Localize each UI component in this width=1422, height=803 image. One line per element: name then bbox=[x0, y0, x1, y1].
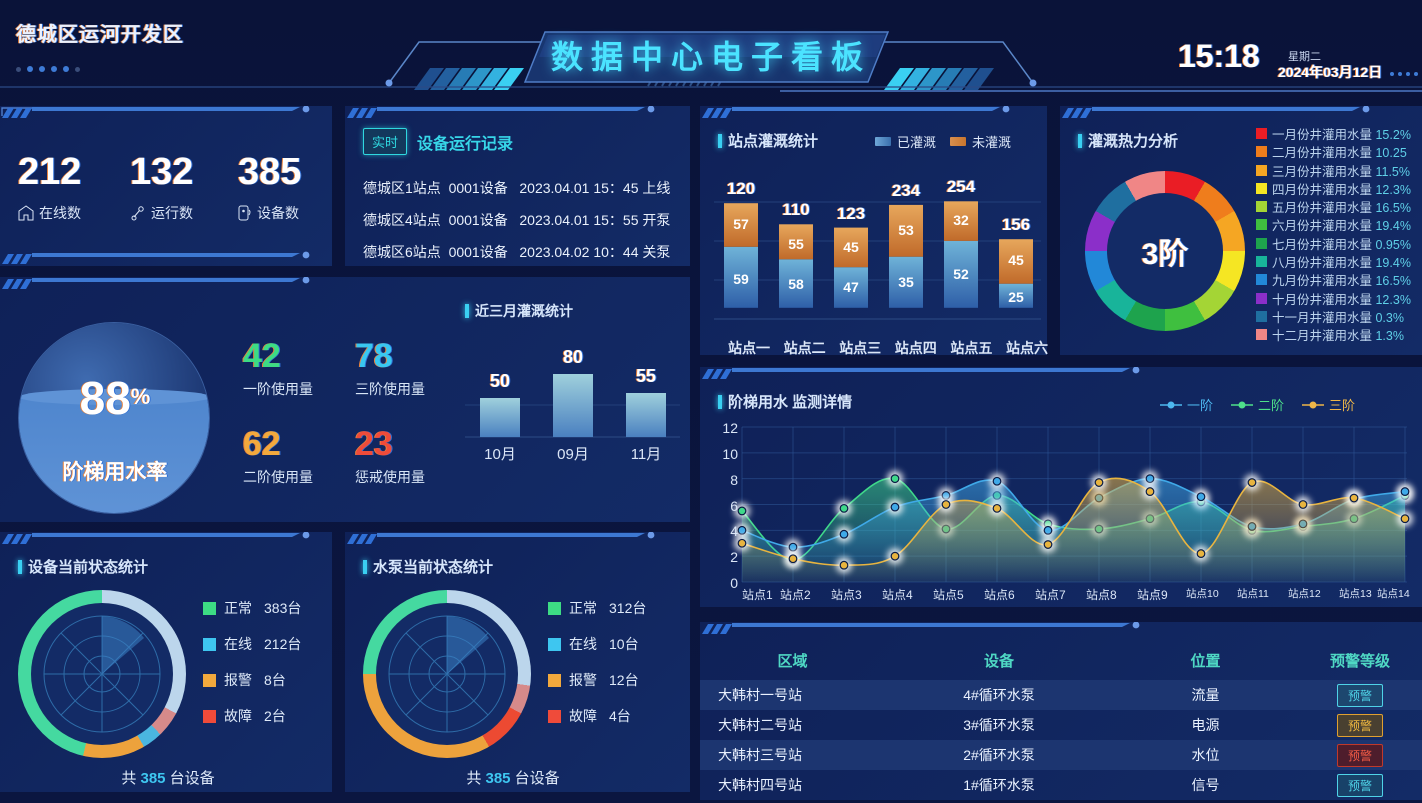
svg-text:09月: 09月 bbox=[557, 446, 589, 463]
svg-text:123: 123 bbox=[837, 204, 865, 223]
svg-text:55: 55 bbox=[788, 236, 804, 252]
svg-text:45: 45 bbox=[1008, 252, 1024, 268]
svg-text:35: 35 bbox=[898, 274, 914, 290]
svg-text:59: 59 bbox=[733, 271, 749, 287]
svg-text:55: 55 bbox=[636, 366, 656, 386]
svg-text:80: 80 bbox=[563, 347, 583, 367]
svg-text:11月: 11月 bbox=[631, 446, 662, 463]
svg-text:156: 156 bbox=[1002, 215, 1030, 234]
svg-text:25: 25 bbox=[1008, 289, 1024, 305]
svg-text:10月: 10月 bbox=[484, 446, 516, 463]
svg-text:234: 234 bbox=[892, 181, 921, 200]
svg-text:52: 52 bbox=[953, 266, 969, 282]
svg-text:58: 58 bbox=[788, 276, 804, 292]
svg-text:47: 47 bbox=[843, 279, 859, 295]
svg-text:32: 32 bbox=[953, 212, 969, 228]
svg-text:50: 50 bbox=[490, 371, 510, 391]
svg-text:57: 57 bbox=[733, 216, 749, 232]
svg-text:110: 110 bbox=[782, 200, 809, 219]
svg-text:254: 254 bbox=[947, 177, 976, 196]
svg-text:45: 45 bbox=[843, 239, 859, 255]
svg-text:120: 120 bbox=[727, 179, 755, 198]
svg-text:53: 53 bbox=[898, 222, 914, 238]
